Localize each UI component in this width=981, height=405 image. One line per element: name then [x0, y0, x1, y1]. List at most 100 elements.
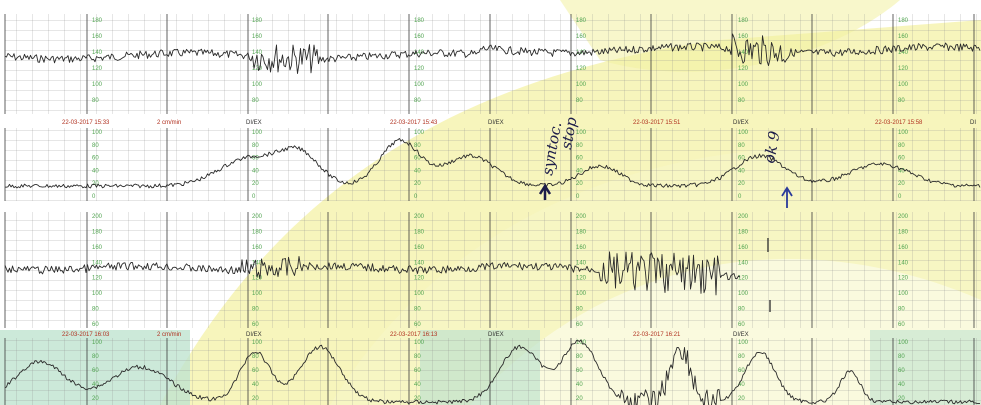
scale-tick-label: 40 — [92, 168, 99, 174]
scale-tick-label: 40 — [414, 168, 421, 174]
scale-tick-label: 80 — [898, 98, 905, 104]
scale-tick-label: 80 — [738, 307, 745, 313]
scale-tick-label: 180 — [738, 18, 749, 24]
scale-tick-label: 60 — [414, 322, 421, 328]
timestamp-4: 22-03-2017 15:58 — [875, 120, 923, 126]
speed-label-2: 2 cm/min — [157, 332, 181, 338]
scale-tick-label: 40 — [738, 382, 745, 388]
scale-tick-label: 120 — [414, 66, 425, 72]
scale-tick-label: 60 — [252, 156, 259, 162]
scale-tick-label: 40 — [898, 168, 905, 174]
scale-tick-label: 80 — [414, 143, 421, 149]
scale-tick-label: 80 — [252, 307, 259, 313]
scale-tick-label: 100 — [576, 130, 587, 136]
scale-tick-label: 80 — [738, 354, 745, 360]
scale-tick-label: 80 — [576, 98, 583, 104]
scale-tick-label: 80 — [92, 354, 99, 360]
scale-tick-label: 140 — [738, 260, 749, 266]
annotation-stop: stop — [557, 115, 580, 150]
scale-tick-label: 80 — [898, 143, 905, 149]
scale-tick-label: 60 — [92, 322, 99, 328]
scale-tick-label: 40 — [252, 382, 259, 388]
fhr-trace-1 — [4, 33, 981, 74]
scale-tick-label: 80 — [252, 98, 259, 104]
scale-tick-label: 100 — [738, 291, 749, 297]
scale-tick-label: 160 — [576, 245, 587, 251]
scale-tick-label: 140 — [92, 260, 103, 266]
scale-tick-label: 60 — [738, 368, 745, 374]
scale-tick-label: 20 — [92, 396, 99, 402]
channel-label-1: DI/EX — [246, 120, 262, 126]
scale-tick-label: 160 — [414, 34, 425, 40]
scale-tick-label: 100 — [414, 291, 425, 297]
scale-tick-label: 60 — [576, 156, 583, 162]
scale-tick-label: 100 — [576, 82, 587, 88]
timestamp-3: 22-03-2017 15:51 — [633, 120, 681, 126]
scale-tick-label: 20 — [898, 396, 905, 402]
scale-tick-label: 80 — [576, 143, 583, 149]
scale-tick-label: 60 — [414, 368, 421, 374]
scale-tick-label: 0 — [576, 194, 580, 200]
scale-tick-label: 100 — [898, 340, 909, 346]
scale-tick-label: 100 — [252, 82, 263, 88]
channel-label-7: DI/EX — [733, 332, 749, 338]
scale-tick-label: 20 — [898, 181, 905, 187]
scale-tick-label: 80 — [252, 354, 259, 360]
scale-tick-label: 200 — [576, 214, 587, 220]
scale-tick-label: 180 — [92, 18, 103, 24]
scale-tick-label: 100 — [92, 82, 103, 88]
scale-tick-label: 140 — [898, 260, 909, 266]
scale-tick-label: 20 — [576, 396, 583, 402]
scale-tick-label: 120 — [414, 276, 425, 282]
scale-tick-label: 140 — [576, 50, 587, 56]
scale-tick-label: 0 — [898, 194, 902, 200]
scale-tick-label: 200 — [738, 214, 749, 220]
scale-tick-label: 80 — [738, 98, 745, 104]
scale-tick-label: 20 — [738, 396, 745, 402]
channel-label-6: DI/EX — [488, 332, 504, 338]
scale-tick-label: 120 — [738, 66, 749, 72]
channel-label-2: DI/EX — [488, 120, 504, 126]
scale-tick-label: 120 — [252, 66, 263, 72]
toco-trace-2 — [4, 339, 981, 405]
speed-label-1: 2 cm/min — [157, 120, 181, 126]
scale-tick-label: 80 — [92, 98, 99, 104]
scale-tick-label: 180 — [252, 229, 263, 235]
scale-tick-label: 180 — [414, 229, 425, 235]
scale-tick-label: 80 — [576, 354, 583, 360]
scale-tick-label: 160 — [252, 245, 263, 251]
scale-tick-label: 100 — [898, 82, 909, 88]
scale-tick-label: 60 — [252, 322, 259, 328]
scale-tick-label: 80 — [92, 143, 99, 149]
scale-tick-label: 80 — [414, 98, 421, 104]
scale-tick-label: 60 — [898, 322, 905, 328]
scale-tick-label: 140 — [738, 50, 749, 56]
scale-tick-label: 20 — [576, 181, 583, 187]
scale-tick-label: 20 — [414, 396, 421, 402]
scale-tick-label: 0 — [252, 194, 256, 200]
scale-tick-label: 120 — [92, 276, 103, 282]
annotation-ok: ok 9 — [760, 129, 783, 165]
scale-tick-label: 100 — [898, 291, 909, 297]
scale-tick-label: 120 — [738, 276, 749, 282]
scale-tick-label: 80 — [738, 143, 745, 149]
scale-tick-label: 120 — [576, 66, 587, 72]
scale-tick-label: 140 — [898, 50, 909, 56]
scale-tick-label: 100 — [92, 130, 103, 136]
scale-tick-label: 140 — [92, 50, 103, 56]
handwritten-notes: syntoc. stop ok 9 — [538, 115, 793, 312]
scale-tick-label: 200 — [898, 214, 909, 220]
scale-tick-label: 140 — [576, 260, 587, 266]
scale-tick-label: 0 — [414, 194, 418, 200]
scale-tick-label: 60 — [898, 368, 905, 374]
scale-tick-label: 160 — [738, 245, 749, 251]
scale-tick-label: 40 — [576, 168, 583, 174]
scale-tick-label: 180 — [414, 18, 425, 24]
timestamp-5: 22-03-2017 16:03 — [62, 332, 110, 338]
scale-tick-label: 160 — [898, 34, 909, 40]
fhr-grid-1 — [5, 14, 981, 114]
scale-tick-label: 100 — [92, 340, 103, 346]
scale-tick-label: 40 — [738, 168, 745, 174]
scale-tick-label: 60 — [738, 156, 745, 162]
scale-tick-label: 180 — [898, 18, 909, 24]
